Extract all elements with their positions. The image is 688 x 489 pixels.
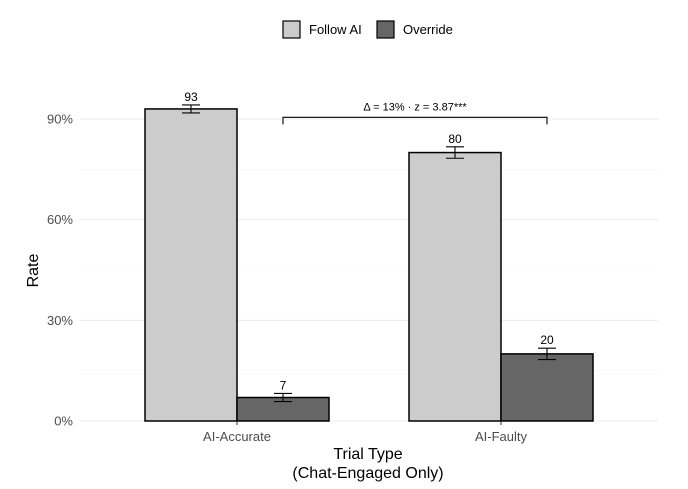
y-tick-label: 90% (47, 112, 73, 127)
bars: 93 7 80 20 (144, 90, 594, 422)
legend-swatch-follow-ai (282, 20, 301, 39)
significance-label: Δ = 13% · z = 3.87*** (363, 101, 467, 113)
bar-follow-ai-ai-accurate (144, 108, 238, 422)
legend: Follow AI Override (282, 20, 453, 39)
bar-follow-ai-ai-faulty (408, 151, 502, 422)
axis-ticks: 0% 30% 60% 90% AI-Accurate AI-Faulty (47, 112, 528, 445)
y-tick-label: 0% (54, 414, 73, 429)
x-tick-label: AI-Faulty (475, 429, 528, 444)
data-label: 20 (540, 333, 554, 347)
data-label: 80 (448, 132, 462, 146)
data-label: 7 (280, 378, 287, 392)
y-axis-title: Rate (25, 254, 42, 288)
legend-swatch-override (376, 20, 395, 39)
legend-label: Follow AI (309, 22, 362, 37)
y-tick-label: 60% (47, 212, 73, 227)
y-tick-label: 30% (47, 313, 73, 328)
x-tick-label: AI-Accurate (203, 429, 271, 444)
data-label: 93 (184, 90, 198, 104)
significance-annotation: Δ = 13% · z = 3.87*** (282, 101, 548, 125)
significance-bracket (282, 116, 548, 125)
legend-label: Override (403, 22, 453, 37)
x-axis-title: Trial Type (333, 446, 402, 463)
x-axis-subtitle: (Chat-Engaged Only) (292, 465, 443, 482)
bar-override-ai-faulty (500, 353, 594, 422)
